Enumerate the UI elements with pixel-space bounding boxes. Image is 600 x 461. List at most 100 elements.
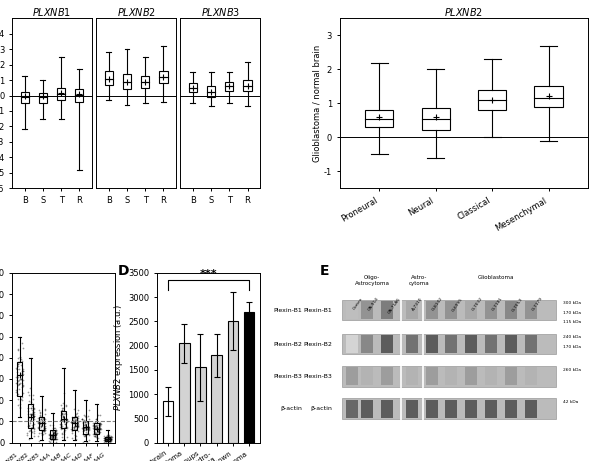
- Point: [93, 424, 103, 431]
- Point: [13, 401, 22, 408]
- Point: [13, 373, 22, 380]
- Point: [46, 435, 55, 442]
- Point: [45, 438, 55, 445]
- FancyBboxPatch shape: [485, 335, 497, 353]
- Point: [71, 431, 80, 439]
- Text: G-7179: G-7179: [531, 297, 544, 312]
- FancyBboxPatch shape: [361, 367, 373, 385]
- Point: [103, 435, 112, 443]
- Point: [29, 429, 39, 436]
- Point: [40, 424, 50, 431]
- Point: [59, 418, 69, 425]
- FancyBboxPatch shape: [160, 71, 167, 83]
- Point: [105, 438, 115, 445]
- Point: [84, 436, 94, 443]
- Point: [103, 436, 112, 443]
- Point: [79, 438, 88, 446]
- Point: [106, 436, 115, 443]
- Point: [95, 420, 105, 427]
- Point: [40, 424, 49, 431]
- Point: [47, 427, 56, 434]
- Point: [106, 435, 116, 443]
- Point: [79, 425, 88, 432]
- Point: [71, 422, 80, 430]
- Point: [56, 411, 66, 419]
- Point: [90, 423, 100, 430]
- Point: [40, 426, 50, 434]
- Point: [50, 427, 60, 435]
- Point: [73, 418, 83, 425]
- Point: [23, 404, 32, 412]
- Point: [79, 432, 89, 439]
- FancyBboxPatch shape: [445, 400, 457, 418]
- Point: [13, 346, 23, 354]
- Point: [94, 424, 104, 431]
- FancyBboxPatch shape: [445, 335, 457, 353]
- Point: [27, 407, 37, 414]
- Point: [28, 392, 38, 399]
- Point: [52, 430, 61, 437]
- Point: [18, 381, 28, 389]
- Point: [17, 375, 26, 382]
- Point: [35, 412, 45, 419]
- Point: [91, 423, 101, 430]
- Point: [103, 436, 112, 443]
- Point: [27, 423, 37, 431]
- FancyBboxPatch shape: [381, 400, 393, 418]
- FancyBboxPatch shape: [105, 437, 110, 441]
- Point: [71, 436, 81, 443]
- Point: [33, 419, 43, 426]
- Point: [95, 419, 105, 426]
- Point: [56, 421, 65, 429]
- Point: [27, 410, 37, 417]
- Point: [82, 426, 91, 433]
- Point: [106, 436, 116, 443]
- Point: [103, 434, 112, 442]
- Point: [80, 431, 90, 438]
- Point: [33, 424, 43, 431]
- Point: [107, 436, 116, 443]
- Point: [83, 423, 93, 431]
- FancyBboxPatch shape: [525, 400, 537, 418]
- Point: [70, 421, 80, 428]
- Point: [50, 430, 60, 437]
- Text: Cortex: Cortex: [352, 297, 364, 311]
- Point: [23, 404, 33, 412]
- Point: [57, 410, 67, 418]
- Point: [73, 414, 83, 422]
- Text: OA-71A6: OA-71A6: [387, 297, 401, 314]
- Point: [38, 430, 47, 437]
- Point: [94, 429, 104, 436]
- Point: [47, 432, 57, 440]
- Point: [29, 416, 38, 423]
- Point: [50, 433, 59, 440]
- Point: [49, 435, 58, 443]
- Point: [83, 425, 92, 432]
- Point: [12, 368, 22, 375]
- Point: [82, 428, 91, 435]
- Point: [102, 437, 112, 444]
- Point: [29, 424, 39, 431]
- Point: [67, 426, 77, 434]
- Point: [102, 435, 112, 443]
- Point: [49, 435, 59, 443]
- Point: [17, 369, 26, 377]
- Point: [70, 422, 80, 430]
- Point: [91, 423, 100, 431]
- FancyBboxPatch shape: [75, 89, 83, 102]
- Point: [17, 383, 27, 390]
- Point: [67, 425, 77, 432]
- Text: 42 kDa: 42 kDa: [563, 400, 578, 404]
- Text: Plexin-B3: Plexin-B3: [304, 374, 332, 379]
- Point: [104, 435, 114, 442]
- Point: [90, 430, 100, 437]
- Point: [11, 373, 21, 381]
- Point: [91, 431, 101, 438]
- Point: [61, 409, 70, 417]
- FancyBboxPatch shape: [342, 300, 556, 320]
- Point: [94, 434, 103, 441]
- Point: [62, 424, 72, 431]
- Point: [82, 425, 91, 432]
- Point: [36, 413, 46, 420]
- Point: [35, 408, 45, 416]
